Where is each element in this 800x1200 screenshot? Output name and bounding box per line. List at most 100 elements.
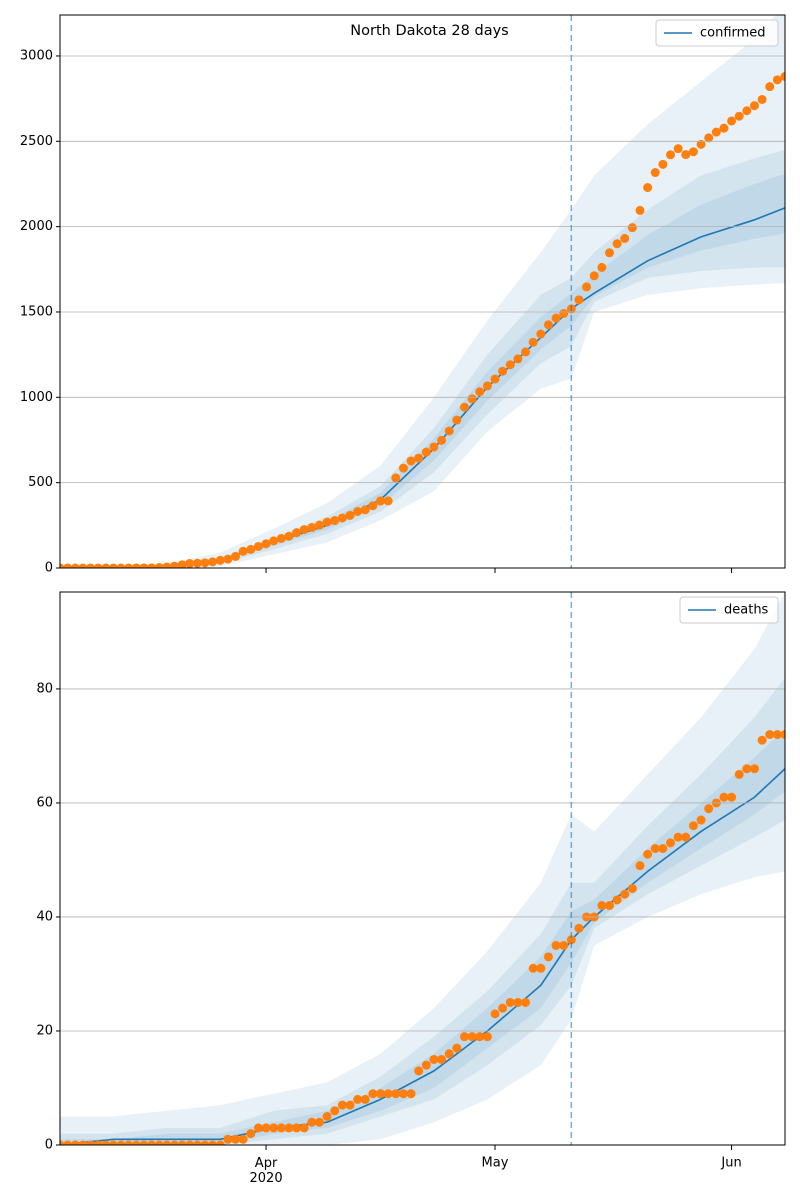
observed-point: [604, 901, 614, 911]
observed-point: [727, 116, 737, 126]
observed-point: [330, 516, 340, 526]
observed-point: [139, 563, 149, 568]
observed-point: [246, 1129, 256, 1139]
observed-point: [681, 150, 691, 160]
observed-point: [162, 562, 172, 568]
observed-point: [757, 735, 767, 745]
observed-point: [620, 233, 630, 243]
observed-point: [749, 101, 759, 111]
observed-point: [597, 901, 607, 911]
observed-point: [292, 1123, 302, 1133]
observed-point: [765, 730, 775, 740]
observed-point: [292, 528, 302, 538]
observed-point: [498, 1003, 508, 1013]
observed-point: [368, 501, 378, 511]
observed-point: [307, 523, 317, 533]
observed-point: [650, 844, 660, 854]
observed-point: [559, 309, 569, 319]
observed-point: [650, 168, 660, 178]
observed-point: [391, 473, 401, 483]
observed-point: [330, 1106, 340, 1116]
y-tick-label: 0: [45, 1138, 53, 1153]
observed-point: [269, 1123, 279, 1133]
confidence-band: [60, 15, 785, 568]
x-tick-label: May: [482, 1156, 509, 1171]
observed-point: [337, 1100, 347, 1110]
observed-point: [780, 71, 785, 81]
observed-point: [467, 394, 477, 404]
observed-point: [124, 1140, 134, 1145]
observed-point: [459, 1032, 469, 1042]
observed-point: [757, 94, 767, 104]
observed-point: [299, 525, 309, 535]
observed-point: [253, 541, 263, 551]
observed-point: [223, 554, 233, 564]
observed-point: [597, 262, 607, 272]
observed-point: [696, 815, 706, 825]
observed-point: [223, 1134, 233, 1144]
observed-point: [452, 1043, 462, 1053]
observed-point: [452, 415, 462, 425]
observed-point: [444, 1049, 454, 1059]
fit-line: [60, 768, 785, 1145]
observed-point: [299, 1123, 309, 1133]
observed-point: [353, 507, 363, 517]
observed-point: [620, 889, 630, 899]
observed-point: [284, 531, 294, 541]
observed-point: [391, 1089, 401, 1099]
legend-box: [679, 596, 779, 624]
observed-point: [643, 183, 653, 193]
observed-point: [437, 435, 447, 445]
observed-point: [704, 804, 714, 814]
observed-point: [208, 557, 218, 567]
observed-point: [192, 1140, 202, 1145]
confidence-band: [60, 149, 785, 568]
observed-point: [635, 205, 645, 215]
confidence-band: [60, 728, 785, 1145]
observed-point: [376, 1089, 386, 1099]
observed-point: [376, 496, 386, 506]
observed-point: [627, 223, 637, 233]
observed-point: [131, 563, 141, 568]
observed-point: [666, 838, 676, 848]
observed-point: [93, 563, 103, 568]
observed-point: [261, 539, 271, 549]
observed-point: [276, 1123, 286, 1133]
observed-point: [658, 844, 668, 854]
observed-point: [93, 1140, 103, 1145]
observed-point: [406, 1089, 416, 1099]
observed-point: [398, 463, 408, 473]
legend-label: deaths: [724, 603, 769, 618]
observed-point: [543, 952, 553, 962]
observed-point: [345, 1100, 355, 1110]
observed-point: [673, 144, 683, 154]
observed-point: [169, 1140, 179, 1145]
observed-point: [444, 426, 454, 436]
observed-point: [322, 1111, 332, 1121]
observed-point: [437, 1054, 447, 1064]
observed-point: [314, 1117, 324, 1127]
observed-point: [383, 1089, 393, 1099]
y-tick-label: 3000: [20, 48, 53, 63]
observed-point: [734, 111, 744, 121]
observed-point: [345, 510, 355, 520]
observed-point: [231, 551, 241, 561]
observed-point: [63, 1140, 73, 1145]
observed-point: [505, 997, 515, 1007]
observed-point: [612, 239, 622, 249]
observed-point: [116, 563, 126, 568]
observed-point: [727, 792, 737, 802]
observed-point: [177, 1140, 187, 1145]
observed-point: [147, 563, 157, 568]
observed-point: [200, 1140, 210, 1145]
observed-point: [574, 923, 584, 933]
observed-point: [337, 513, 347, 523]
observed-point: [368, 1089, 378, 1099]
observed-point: [429, 1054, 439, 1064]
observed-point: [414, 1066, 424, 1076]
observed-point: [528, 337, 538, 347]
observed-point: [521, 997, 531, 1007]
observed-point: [208, 1140, 218, 1145]
observed-point: [238, 546, 248, 556]
observed-point: [536, 329, 546, 339]
